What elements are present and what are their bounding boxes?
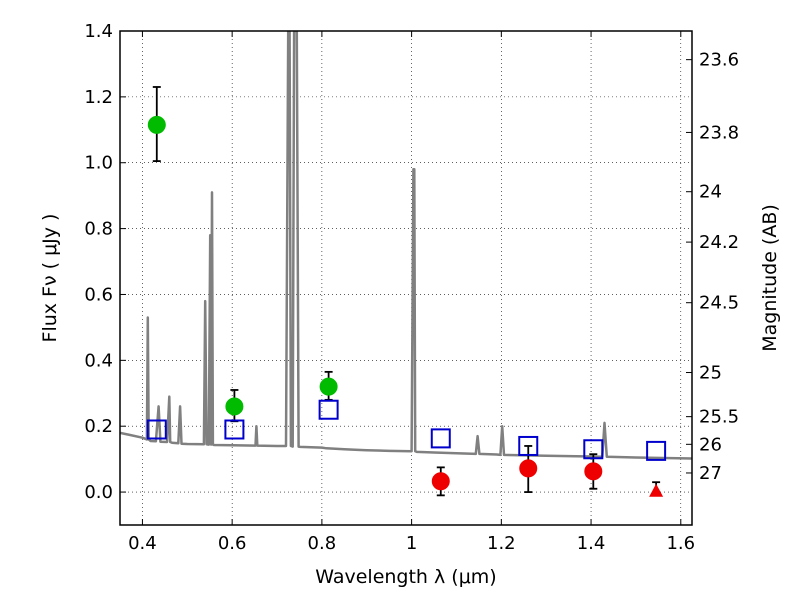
plot-content <box>120 31 692 497</box>
model-point <box>583 439 604 460</box>
y-tick-label: 0.0 <box>84 482 113 503</box>
plot-area <box>120 31 692 497</box>
x-tick-label: 0.8 <box>308 533 337 554</box>
y2-tick-label: 23.6 <box>699 50 739 71</box>
y-tick-label: 1.2 <box>84 87 113 108</box>
y-tick-label: 0.8 <box>84 219 113 240</box>
x-tick-label: 1.4 <box>577 533 606 554</box>
data-point <box>431 472 450 491</box>
x-tick-label: 1.6 <box>666 533 695 554</box>
model-point <box>224 419 245 440</box>
y2-tick-label: 27 <box>699 463 722 484</box>
x-tick-label: 0.6 <box>218 533 247 554</box>
upper-limit-point <box>649 483 664 497</box>
y-axis-label: Flux Fν ( μJy ) <box>39 214 61 343</box>
y2-tick-label: 25 <box>699 363 722 384</box>
y2-tick-label: 24.5 <box>699 293 739 314</box>
y-tick-label: 0.4 <box>84 350 113 371</box>
axes-frame <box>119 30 693 526</box>
x-tick-label: 1 <box>406 533 417 554</box>
axis-ticks: 0.4 0.6 0.8 1 1.2 1.4 1.6 0.0 0.2 0.4 0.6 0.8 1.0 1.2… <box>84 21 739 554</box>
model-point <box>646 440 667 461</box>
y2-tick-label: 24 <box>699 182 722 203</box>
y-tick-label: 0.6 <box>84 284 113 305</box>
model-point <box>146 419 167 440</box>
data-point <box>147 115 166 134</box>
data-point <box>584 462 603 481</box>
y-tick-label: 0.2 <box>84 416 113 437</box>
y2-tick-label: 24.2 <box>699 232 739 253</box>
y2-tick-label: 23.8 <box>699 122 739 143</box>
data-point <box>225 397 244 416</box>
y-tick-label: 1.4 <box>84 21 113 42</box>
spectrum-line <box>120 31 692 460</box>
x-tick-label: 0.4 <box>128 533 157 554</box>
model-point <box>318 399 339 420</box>
x-axis-label: Wavelength λ (μm) <box>315 566 496 588</box>
model-point <box>430 428 451 449</box>
y2-tick-label: 26 <box>699 434 722 455</box>
model-point <box>518 435 539 456</box>
y2-axis-label: Magnitude (AB) <box>759 204 781 352</box>
y2-tick-label: 25.5 <box>699 407 739 428</box>
x-tick-label: 1.2 <box>487 533 516 554</box>
data-point <box>319 377 338 396</box>
data-point <box>519 459 538 478</box>
y-tick-label: 1.0 <box>84 153 113 174</box>
